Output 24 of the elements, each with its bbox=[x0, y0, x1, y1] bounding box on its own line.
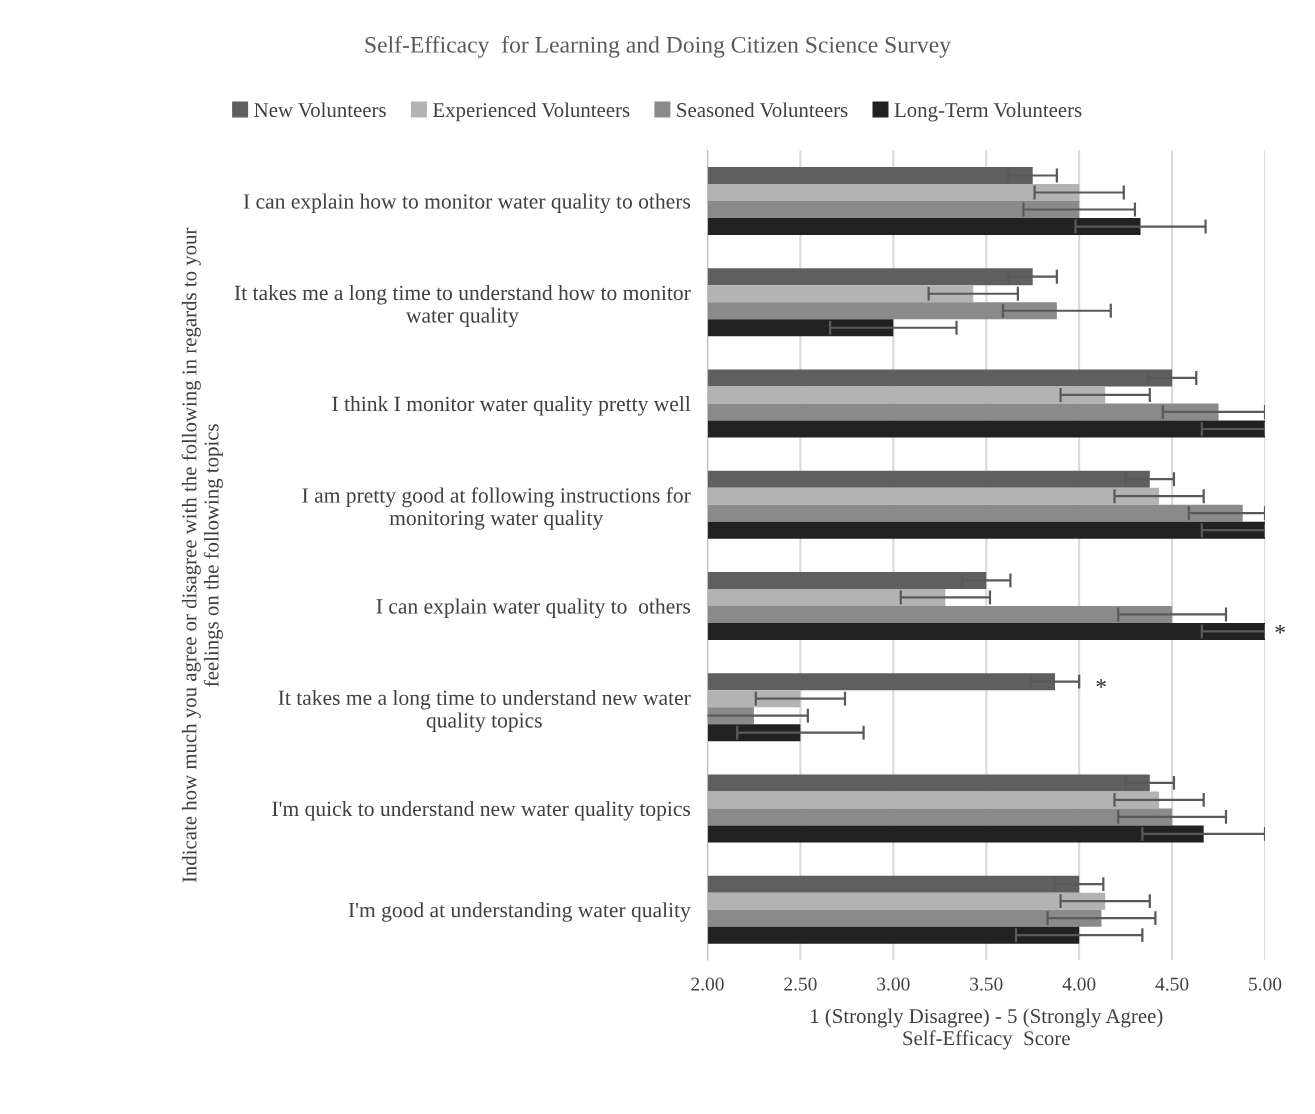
legend-label: Seasoned Volunteers bbox=[677, 102, 848, 118]
x-tick-label: 5.00 bbox=[1249, 977, 1282, 991]
y-tick-label: I can explain how to monitor water quality to others bbox=[243, 193, 691, 214]
y-axis-title: Indicate how much you agree or disagree with the following in regards to your feelings on the following topics bbox=[181, 227, 223, 883]
y-tick-label: I'm quick to understand new water quality topics bbox=[272, 800, 691, 821]
y-tick-label: It takes me a long time to understand new water quality topics bbox=[278, 689, 691, 733]
legend-label: Experienced Volunteers bbox=[433, 102, 630, 122]
x-tick-label: 2.50 bbox=[784, 977, 817, 991]
x-tick-label: 2.00 bbox=[691, 977, 724, 991]
legend-label: New Volunteers bbox=[254, 102, 386, 118]
x-tick-label: 4.00 bbox=[1062, 977, 1096, 991]
chart-title: Self-Efficacy for Learning and Doing Citizen Science Survey bbox=[365, 35, 951, 58]
x-tick-label: 3.50 bbox=[970, 977, 1003, 991]
annotation: * bbox=[1096, 679, 1106, 688]
y-tick-label: It takes me a long time to understand how to monitor water quality bbox=[234, 284, 691, 328]
y-tick-label: I can explain water quality to others bbox=[376, 598, 691, 619]
x-tick-label: 3.00 bbox=[877, 977, 910, 991]
x-tick-label: 4.50 bbox=[1155, 977, 1189, 991]
text: * bbox=[1275, 624, 1285, 634]
y-tick-label: I think I monitor water quality pretty well bbox=[332, 396, 691, 416]
x-axis-title: 1 (Strongly Disagree) - 5 (Strongly Agree) Self-Efficacy Score bbox=[811, 1008, 1163, 1050]
legend-label: Long-Term Volunteers bbox=[894, 102, 1082, 122]
y-tick-label: I'm good at understanding water quality bbox=[348, 902, 691, 922]
y-tick-label: I am pretty good at following instructions for monitoring water quality bbox=[302, 487, 691, 530]
